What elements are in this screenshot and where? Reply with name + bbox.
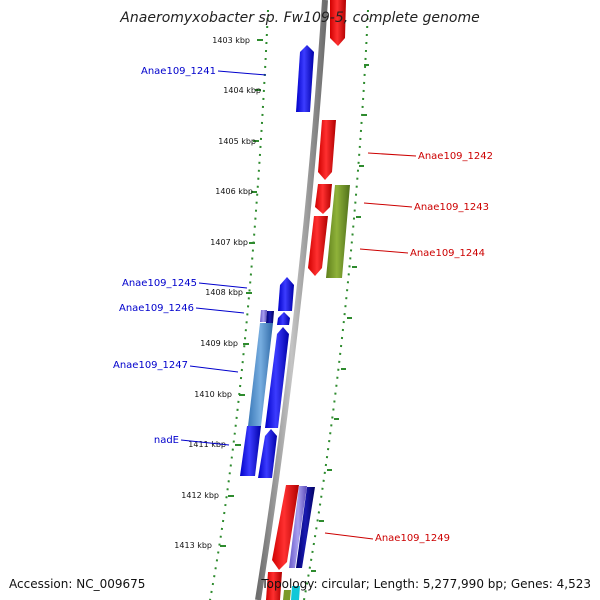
accession-text: Accession: NC_009675 xyxy=(9,577,146,591)
gene-label-anae109-1243[interactable]: Anae109_1243 xyxy=(414,202,489,213)
gene-arrow-anae109-1242[interactable] xyxy=(318,120,336,180)
gene-arrow-anae109-1245[interactable] xyxy=(278,277,294,311)
ruler-tick xyxy=(356,216,361,218)
gene-arrow-nade[interactable] xyxy=(258,429,277,478)
leader-line xyxy=(189,365,239,373)
gene-labels: Anae109_1241 Anae109_1242 Anae109_1243 A… xyxy=(113,66,493,544)
ruler-tick xyxy=(364,64,369,66)
gene-label-nade[interactable]: nadE xyxy=(154,435,179,446)
ruler-tick xyxy=(359,165,364,167)
gene-arrow-anae109-1241[interactable] xyxy=(296,45,314,112)
right-ruler-line xyxy=(303,9,369,600)
ruler-label: 1409 kbp xyxy=(200,339,238,348)
ruler-tick xyxy=(311,570,316,572)
ruler-tick xyxy=(255,89,261,91)
ruler-tick xyxy=(228,495,234,497)
gene-label-anae109-1245[interactable]: Anae109_1245 xyxy=(122,278,197,289)
ruler-tick xyxy=(347,317,352,319)
reverse-strand-genes xyxy=(240,45,314,478)
genome-backbone xyxy=(255,0,328,600)
gene-arrow-anae109-1244[interactable] xyxy=(308,216,328,276)
leader-line xyxy=(363,202,413,208)
label-leaders xyxy=(180,70,417,540)
gene-arrow-secondary-3 xyxy=(248,323,273,426)
ruler-label: 1405 kbp xyxy=(218,137,256,146)
ruler-tick xyxy=(341,368,346,370)
ruler-tick xyxy=(253,140,259,142)
gene-label-anae109-1246[interactable]: Anae109_1246 xyxy=(119,303,194,314)
ruler-label: 1408 kbp xyxy=(205,288,243,297)
ruler-tick xyxy=(327,469,332,471)
gene-label-anae109-1249[interactable]: Anae109_1249 xyxy=(375,533,450,544)
ruler-tick xyxy=(249,242,255,244)
ruler-tick xyxy=(243,343,249,345)
ruler-tick xyxy=(239,394,245,396)
gene-label-anae109-1244[interactable]: Anae109_1244 xyxy=(410,248,485,259)
ruler-label: 1413 kbp xyxy=(174,541,212,550)
ruler-labels: 1403 kbp 1404 kbp 1405 kbp 1406 kbp 1407… xyxy=(174,36,261,550)
gene-arrow-secondary-1 xyxy=(260,310,267,322)
ruler-label: 1404 kbp xyxy=(223,86,261,95)
gene-arrow-bottom-partial xyxy=(266,572,282,600)
topology-text: Topology: circular; Length: 5,277,990 bp… xyxy=(261,577,591,591)
gene-arrow-anae109-1249[interactable] xyxy=(272,485,299,570)
ruler-tick xyxy=(257,39,263,41)
left-ruler-line xyxy=(209,9,269,600)
gene-arrow-anae109-1246[interactable] xyxy=(277,312,290,325)
ruler-tick xyxy=(319,520,324,522)
gene-label-anae109-1242[interactable]: Anae109_1242 xyxy=(418,151,493,162)
ruler-tick xyxy=(235,444,241,446)
ruler-tick xyxy=(362,114,367,116)
ruler-label: 1410 kbp xyxy=(194,390,232,399)
ruler-label: 1407 kbp xyxy=(210,238,248,247)
leader-line xyxy=(198,282,248,289)
gene-arrow-top-partial xyxy=(330,0,346,46)
ruler-label: 1411 kbp xyxy=(188,440,226,449)
ruler-ticks xyxy=(220,39,369,572)
ruler-tick xyxy=(352,266,357,268)
gene-arrow-secondary-2 xyxy=(266,311,274,323)
ruler-tick xyxy=(246,292,252,294)
gene-arrow-secondary-4 xyxy=(240,426,261,476)
map-title: Anaeromyxobacter sp. Fw109-5, complete g… xyxy=(120,10,480,26)
ruler-label: 1412 kbp xyxy=(181,491,219,500)
leader-line xyxy=(217,70,267,76)
gene-label-anae109-1241[interactable]: Anae109_1241 xyxy=(141,66,216,77)
ruler-tick xyxy=(251,191,257,193)
ruler-tick xyxy=(334,418,339,420)
leader-line xyxy=(195,307,245,314)
ruler-tick xyxy=(220,545,226,547)
gene-arrow-bottom-olive xyxy=(283,590,291,600)
leader-line xyxy=(180,439,230,446)
ruler-label: 1406 kbp xyxy=(215,187,253,196)
gene-arrow-anae109-1247[interactable] xyxy=(265,327,289,428)
forward-strand-genes xyxy=(266,0,350,600)
leader-line xyxy=(367,152,417,157)
gene-arrow-secondary-5 xyxy=(289,486,307,568)
gene-label-anae109-1247[interactable]: Anae109_1247 xyxy=(113,360,188,371)
gene-arrow-secondary-6 xyxy=(296,487,315,568)
leader-line xyxy=(324,532,374,540)
leader-line xyxy=(359,248,409,254)
gene-arrow-bottom-cyan xyxy=(291,586,300,600)
ruler-label: 1403 kbp xyxy=(212,36,250,45)
gene-arrow-anae109-1243[interactable] xyxy=(315,184,332,214)
gene-arrow-olive xyxy=(326,185,350,278)
